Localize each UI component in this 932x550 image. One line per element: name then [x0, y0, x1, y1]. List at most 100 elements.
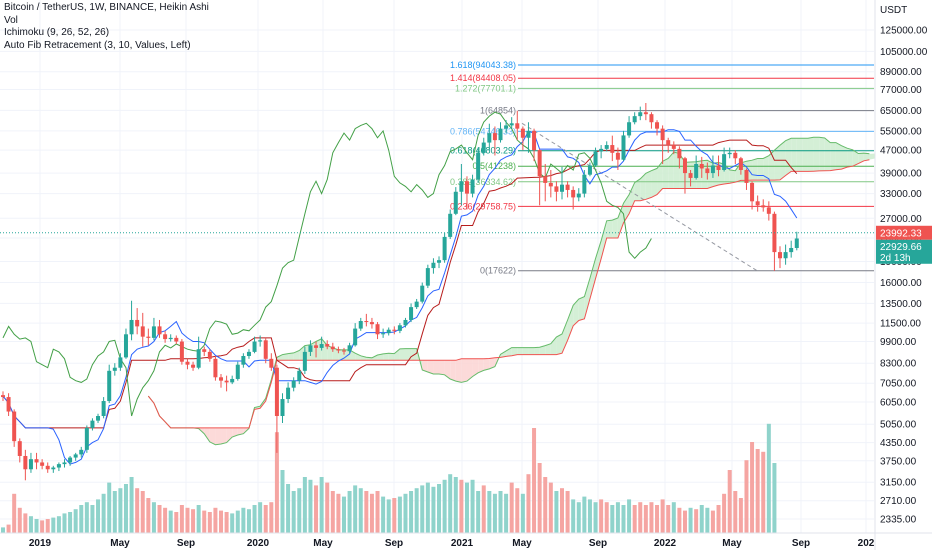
candle-body [437, 260, 442, 263]
volume-bar [403, 493, 408, 533]
time-tick-label: Sep [589, 538, 607, 549]
candle-body [750, 182, 755, 202]
volume-bar [431, 486, 436, 533]
volume-bar [325, 482, 330, 533]
indicator-vol[interactable]: Vol [4, 14, 18, 26]
candle-body [319, 344, 324, 348]
volume-bar [677, 507, 682, 533]
candle-body [738, 158, 743, 170]
candle-body [341, 350, 346, 352]
cloud-segment [573, 298, 579, 326]
indicator-ichimoku[interactable]: Ichimoku (9, 26, 52, 26) [4, 27, 110, 38]
candle-body [73, 454, 78, 458]
price-tick-label: 39000.00 [880, 169, 922, 180]
candle-body [364, 321, 369, 323]
price-tick-label: 2335.00 [880, 515, 917, 526]
candle-body [79, 449, 84, 455]
volume-bar [40, 520, 45, 533]
candle-body [453, 191, 458, 214]
candle-body [56, 464, 61, 468]
cloud-segment [539, 345, 546, 355]
cloud-segment [578, 296, 585, 321]
candle-body [627, 122, 632, 136]
candle-body [129, 319, 134, 335]
volume-bar [179, 505, 184, 533]
volume-bar [772, 463, 777, 533]
candle-body [96, 415, 101, 421]
candle-body [526, 130, 531, 138]
candle-body [196, 349, 201, 368]
candle-body [504, 125, 509, 129]
candle-body [582, 174, 587, 194]
volume-bar [392, 498, 397, 533]
volume-bar [28, 516, 33, 533]
volume-bar [347, 491, 352, 533]
volume-bar [341, 496, 346, 533]
cloud-segment [589, 258, 596, 299]
symbol-title[interactable]: Bitcoin / TetherUS, 1W, BINANCE, Heikin … [4, 2, 209, 13]
volume-bar [621, 505, 626, 533]
candle-body [123, 334, 128, 358]
candle-body [643, 112, 648, 115]
cloud-segment [813, 137, 820, 172]
cloud-segment [209, 427, 216, 445]
price-axis[interactable]: 125000.00 105000.00 89000.00 77000.00 65000.… [880, 26, 928, 526]
time-tick-label: 202 [858, 538, 875, 549]
cloud-segment [455, 358, 462, 383]
indicator-fib[interactable]: Auto Fib Retracement (3, 10, Values, Lef… [4, 39, 191, 51]
volume-bar [543, 477, 548, 533]
candle-body [174, 337, 179, 342]
cloud-segment [528, 347, 535, 355]
price-tick-label: 5050.00 [880, 420, 917, 431]
volume-bar [615, 502, 620, 533]
price-tick-label: 11500.00 [880, 319, 921, 330]
fib-label: 0.5(41238) [472, 161, 516, 171]
volume-bar [766, 423, 771, 533]
volume-bar [548, 482, 553, 533]
volume-bar [68, 512, 73, 533]
time-axis[interactable]: 2019 May Sep 2020 May Sep 2021 May Sep 2022 May Sep… [29, 538, 875, 549]
candle-body [694, 163, 699, 178]
candle-body [632, 116, 637, 123]
candle-body [235, 364, 240, 379]
volume-bar [12, 493, 17, 533]
time-tick-label: May [512, 538, 532, 549]
volume-bar [213, 507, 218, 533]
volume-bar [733, 491, 738, 533]
cloud-segment [824, 138, 831, 171]
volume-bar [515, 488, 520, 533]
candle-body [554, 186, 559, 192]
candle-body [677, 148, 682, 159]
time-tick-label: 2019 [29, 538, 52, 549]
candle-body [202, 349, 207, 352]
volume-bar [246, 509, 251, 533]
volume-bar [520, 493, 525, 533]
candle-body [789, 247, 794, 253]
volume-bar [163, 507, 168, 533]
candle-body [157, 326, 162, 335]
candle-body [369, 322, 374, 325]
cloud-segment [847, 148, 853, 168]
price-tick-label: 6050.00 [880, 398, 917, 409]
candle-body [375, 324, 380, 335]
volume-bar [643, 505, 648, 533]
candle-body [314, 345, 319, 348]
candle-body [464, 181, 469, 194]
volume-bar [442, 479, 447, 533]
volume-bar [79, 505, 84, 533]
candle-body [565, 184, 570, 190]
cloud-segment [439, 360, 445, 375]
fib-label: 0(17622) [480, 266, 516, 276]
cloud-segment [422, 360, 428, 373]
cloud-segment [478, 358, 484, 373]
volume-bar [196, 505, 201, 533]
volume-bar [481, 485, 486, 533]
chart-pane[interactable] [0, 0, 874, 533]
candle-body [492, 133, 497, 141]
volume-bar [666, 505, 671, 533]
volume-bar [84, 502, 89, 533]
candle-body [688, 173, 693, 178]
cloud-segment [427, 360, 434, 375]
candle-body [593, 151, 598, 166]
